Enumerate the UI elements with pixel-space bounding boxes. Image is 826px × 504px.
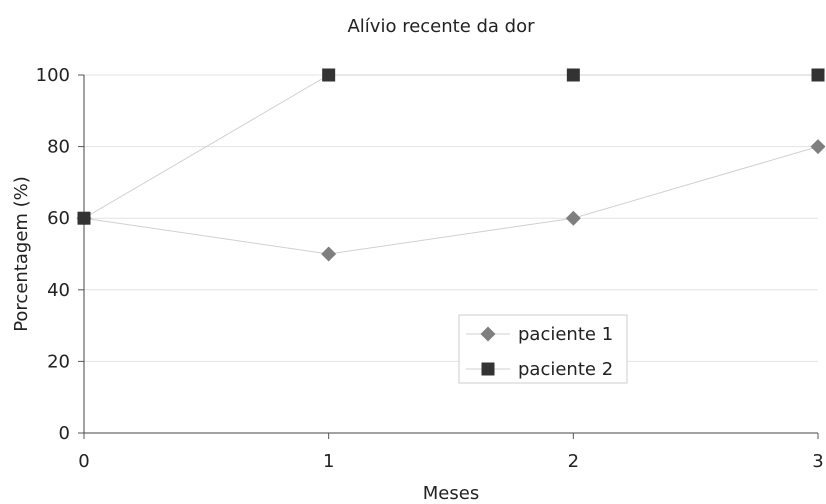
series-2 [77,68,825,225]
y-tick-label-2: 40 [47,280,70,301]
x-tick-label-0: 0 [78,451,89,472]
y-tick-label-1: 20 [47,351,70,372]
series-1-point-1 [321,246,337,262]
x-axis-ticks: 0 1 2 3 [78,433,824,472]
series-layer [76,68,826,262]
y-tick-label-0: 0 [59,423,70,444]
series-2-point-1 [322,68,336,82]
series-1-point-2 [565,210,581,226]
series-1-line [83,146,819,255]
series-2-point-2 [566,68,580,82]
series-2-point-3 [811,68,825,82]
x-tick-label-2: 2 [568,451,579,472]
legend-label-1: paciente 1 [518,324,613,345]
legend-marker-1 [480,326,496,342]
series-1 [76,139,826,262]
y-tick-label-3: 60 [47,208,70,229]
legend: paciente 1 paciente 2 [458,314,628,384]
x-axis-label: Meses [423,483,479,504]
y-axis-ticks: 0 20 40 60 80 100 [36,65,84,444]
series-2-line [83,74,818,219]
x-tick-label-3: 3 [812,451,823,472]
axes [83,75,818,434]
y-tick-label-5: 100 [36,65,70,86]
y-axis-label: Porcentagem (%) [11,176,32,332]
x-tick-label-1: 1 [323,451,334,472]
legend-label-2: paciente 2 [518,359,613,380]
series-1-point-3 [810,139,826,155]
y-tick-label-4: 80 [47,137,70,158]
legend-marker-2 [481,362,495,376]
series-2-point-0 [77,211,91,225]
chart-title: Alívio recente da dor [347,16,535,37]
grid [84,74,818,362]
